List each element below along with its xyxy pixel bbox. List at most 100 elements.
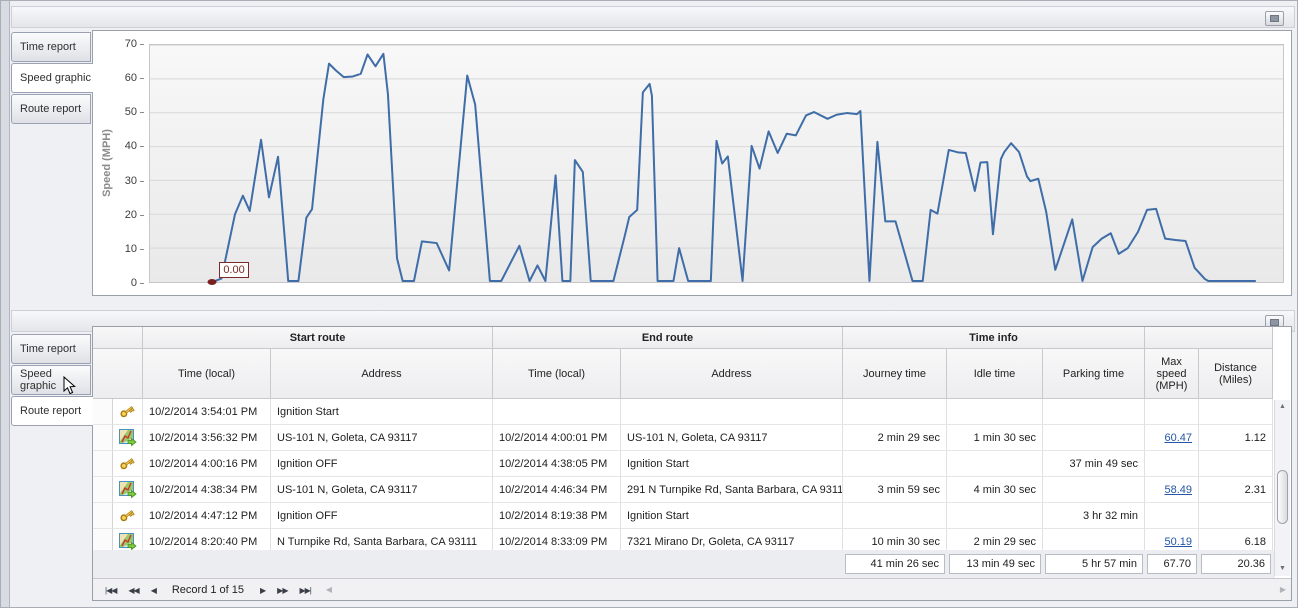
table-cell: 10/2/2014 4:47:12 PM bbox=[143, 503, 271, 529]
column-header-parking-time[interactable]: Parking time bbox=[1043, 349, 1145, 399]
scroll-right-icon[interactable]: ▶ bbox=[1279, 585, 1286, 594]
y-tick-label: 50 bbox=[124, 106, 145, 119]
speed-graphic-panel: Time report Speed graphic Route report Spe… bbox=[11, 6, 1295, 299]
y-tick-label: 30 bbox=[124, 174, 145, 187]
key-icon bbox=[120, 510, 135, 522]
header-blank bbox=[1145, 327, 1273, 349]
collapse-icon bbox=[1270, 15, 1279, 22]
column-header-distance[interactable]: Distance (Miles) bbox=[1199, 349, 1273, 399]
table-cell: 10/2/2014 8:19:38 PM bbox=[493, 503, 621, 529]
collapse-button[interactable] bbox=[1265, 11, 1284, 26]
table-cell bbox=[113, 503, 143, 529]
column-header-journey-time[interactable]: Journey time bbox=[843, 349, 947, 399]
table-cell: 291 N Turnpike Rd, Santa Barbara, CA 931… bbox=[621, 477, 843, 503]
table-cell bbox=[493, 399, 621, 425]
column-header-end-time[interactable]: Time (local) bbox=[493, 349, 621, 399]
table-cell: 1.12 bbox=[1199, 425, 1273, 451]
max-speed-link[interactable]: 58.49 bbox=[1164, 483, 1192, 496]
tab-route-report[interactable]: Route report bbox=[11, 396, 93, 426]
table-cell: 1 min 30 sec bbox=[947, 425, 1043, 451]
y-tick-label: 0 bbox=[130, 277, 145, 289]
table-cell: Ignition Start bbox=[621, 503, 843, 529]
tab-speed-graphic[interactable]: Speed graphic bbox=[11, 365, 91, 395]
column-header-start-address[interactable]: Address bbox=[271, 349, 493, 399]
max-speed-link[interactable]: 50.19 bbox=[1164, 535, 1192, 548]
table-row[interactable]: 10/2/2014 4:38:34 PM US-101 N, Goleta, CA… bbox=[93, 477, 1275, 503]
vertical-scroll-thumb[interactable] bbox=[1277, 470, 1288, 525]
table-row[interactable]: 10/2/2014 3:54:01 PM Ignition Start bbox=[93, 399, 1275, 425]
tab-time-report[interactable]: Time report bbox=[11, 32, 91, 62]
table-cell bbox=[1145, 503, 1199, 529]
nav-prev-button[interactable]: ◀ bbox=[150, 585, 157, 595]
left-splitter[interactable] bbox=[1, 1, 10, 607]
tab-speed-graphic[interactable]: Speed graphic bbox=[11, 63, 93, 93]
table-cell: 6.18 bbox=[1199, 529, 1273, 550]
summary-parking-time: 5 hr 57 min bbox=[1045, 554, 1143, 574]
table-cell: 4 min 30 sec bbox=[947, 477, 1043, 503]
header-blank bbox=[93, 349, 143, 399]
table-cell: Ignition OFF bbox=[271, 503, 493, 529]
table-cell bbox=[621, 399, 843, 425]
table-cell bbox=[1043, 529, 1145, 550]
scroll-down-icon[interactable]: ▼ bbox=[1279, 565, 1286, 572]
column-header-max-speed[interactable]: Max speed (MPH) bbox=[1145, 349, 1199, 399]
table-cell: 2.31 bbox=[1199, 477, 1273, 503]
column-header-idle-time[interactable]: Idle time bbox=[947, 349, 1043, 399]
summary-distance: 20.36 bbox=[1201, 554, 1271, 574]
grid-rows: 10/2/2014 3:54:01 PM Ignition Start 10/2/2… bbox=[93, 399, 1275, 550]
table-cell bbox=[93, 399, 113, 425]
table-cell bbox=[113, 425, 143, 451]
y-tick-label: 40 bbox=[124, 140, 145, 153]
table-cell bbox=[93, 477, 113, 503]
collapse-icon bbox=[1270, 319, 1279, 326]
table-cell: Ignition OFF bbox=[271, 451, 493, 477]
table-cell bbox=[1043, 399, 1145, 425]
horizontal-scrollbar[interactable]: ◀ ▶ bbox=[321, 579, 1291, 600]
summary-max-speed: 67.70 bbox=[1147, 554, 1197, 574]
table-row[interactable]: 10/2/2014 8:20:40 PM N Turnpike Rd, Santa… bbox=[93, 529, 1275, 550]
max-speed-link[interactable]: 60.47 bbox=[1164, 431, 1192, 444]
table-cell bbox=[947, 451, 1043, 477]
table-cell: 10/2/2014 8:33:09 PM bbox=[493, 529, 621, 550]
scroll-up-icon[interactable]: ▲ bbox=[1279, 403, 1286, 410]
summary-journey-time: 41 min 26 sec bbox=[845, 554, 945, 574]
chart-plot-area[interactable]: 0.00 bbox=[149, 44, 1284, 285]
table-cell bbox=[1199, 399, 1273, 425]
header-blank bbox=[93, 327, 143, 349]
column-header-end-address[interactable]: Address bbox=[621, 349, 843, 399]
horizontal-scroll-track[interactable] bbox=[337, 579, 1275, 600]
column-header-start-time[interactable]: Time (local) bbox=[143, 349, 271, 399]
table-cell bbox=[1199, 451, 1273, 477]
top-panel-header bbox=[11, 6, 1295, 28]
table-cell: US-101 N, Goleta, CA 93117 bbox=[271, 477, 493, 503]
table-row[interactable]: 10/2/2014 3:56:32 PM US-101 N, Goleta, CA… bbox=[93, 425, 1275, 451]
table-row[interactable]: 10/2/2014 4:47:12 PM Ignition OFF 10/2/201… bbox=[93, 503, 1275, 529]
table-cell: 10/2/2014 4:46:34 PM bbox=[493, 477, 621, 503]
table-cell: US-101 N, Goleta, CA 93117 bbox=[271, 425, 493, 451]
table-row[interactable]: 10/2/2014 4:00:16 PM Ignition OFF 10/2/201… bbox=[93, 451, 1275, 477]
record-counter: Record 1 of 15 bbox=[171, 583, 245, 596]
scroll-left-icon[interactable]: ◀ bbox=[325, 585, 333, 594]
nav-first-button[interactable]: |◀◀ bbox=[105, 585, 117, 595]
vertical-scroll-track[interactable] bbox=[1275, 414, 1290, 562]
tab-route-report[interactable]: Route report bbox=[11, 94, 91, 124]
tab-time-report[interactable]: Time report bbox=[11, 334, 91, 364]
table-cell: Ignition Start bbox=[621, 451, 843, 477]
nav-last-button[interactable]: ▶▶| bbox=[299, 585, 311, 595]
nav-next-button[interactable]: ▶ bbox=[260, 585, 266, 595]
y-tick-label: 70 bbox=[124, 38, 145, 50]
vertical-scrollbar[interactable]: ▲ ▼ bbox=[1274, 400, 1290, 576]
summary-blank bbox=[93, 550, 843, 578]
table-cell bbox=[113, 399, 143, 425]
table-cell bbox=[93, 503, 113, 529]
nav-next-page-button[interactable]: ▶▶ bbox=[277, 585, 288, 595]
table-cell: 10/2/2014 4:38:34 PM bbox=[143, 477, 271, 503]
table-cell bbox=[1145, 399, 1199, 425]
y-tick-label: 10 bbox=[124, 242, 145, 255]
route-report-grid: Start route End route Time info Time (lo… bbox=[92, 326, 1292, 601]
y-axis-ticks: 0 10 20 30 40 50 60 70 bbox=[117, 38, 145, 289]
table-cell bbox=[1043, 425, 1145, 451]
nav-prev-page-button[interactable]: ◀◀ bbox=[128, 585, 139, 595]
table-cell bbox=[843, 451, 947, 477]
y-axis-title: Speed (MPH) bbox=[101, 129, 113, 197]
